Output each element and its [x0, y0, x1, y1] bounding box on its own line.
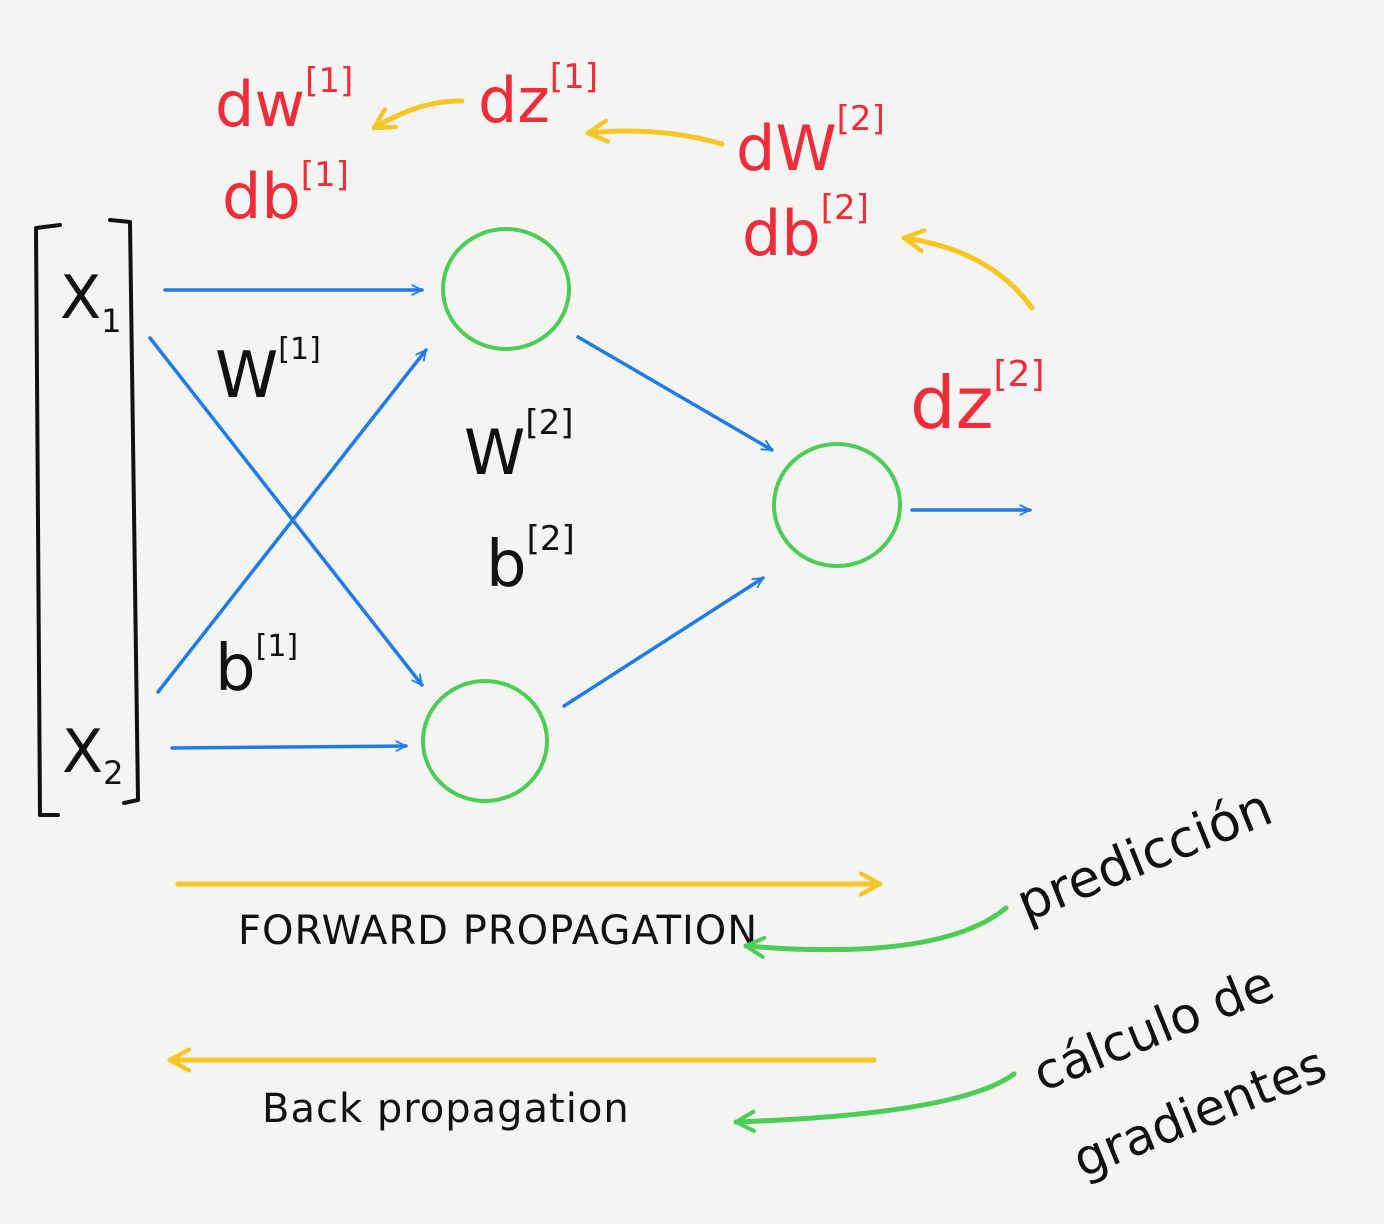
edge-h1-out: [576, 335, 774, 452]
backprop-flow-arrows: [371, 98, 1035, 311]
output-neuron: [772, 442, 902, 568]
hidden-neuron-1: [441, 227, 571, 351]
grad-db1: db[1]: [222, 155, 349, 233]
edge-x1-h2: [148, 336, 424, 687]
param-w2: W[2]: [464, 403, 573, 489]
input-vector-bracket: [34, 218, 140, 817]
edge-x2-h2: [170, 740, 408, 752]
input-x1: X1: [60, 263, 121, 340]
arrow-gradients-to-back: [733, 1071, 1017, 1133]
hidden-neuron-2: [421, 679, 549, 803]
grad-dw2: dW[2]: [736, 99, 885, 185]
forward-propagation-caption: FORWARD PROPAGATION: [238, 908, 758, 954]
param-b2: b[2]: [486, 519, 575, 602]
input-x2: X2: [62, 717, 123, 792]
annotation-prediction: predicción: [1008, 778, 1280, 934]
neurons: [421, 227, 902, 803]
edge-h2-out: [562, 576, 765, 708]
param-b1: b[1]: [215, 629, 298, 706]
forward-edges: [148, 284, 1032, 752]
grad-db2: db[2]: [742, 188, 869, 270]
arrow-dw2-to-dz1: [585, 118, 725, 147]
param-w1: W[1]: [215, 332, 321, 413]
arrow-dz2-to-db2: [901, 228, 1035, 311]
back-propagation-caption: Back propagation: [262, 1086, 630, 1132]
grad-dw1: dw[1]: [215, 61, 353, 141]
annotation-arrows: [733, 905, 1017, 1133]
arrow-dz1-to-dw1: [371, 98, 465, 131]
propagation-direction-arrows: [167, 871, 883, 1073]
grad-dz2: dz[2]: [910, 354, 1045, 445]
grad-dz1: dz[1]: [478, 57, 598, 137]
edge-x2-h1: [156, 348, 428, 694]
arrow-prediction-to-forward: [743, 905, 1009, 960]
